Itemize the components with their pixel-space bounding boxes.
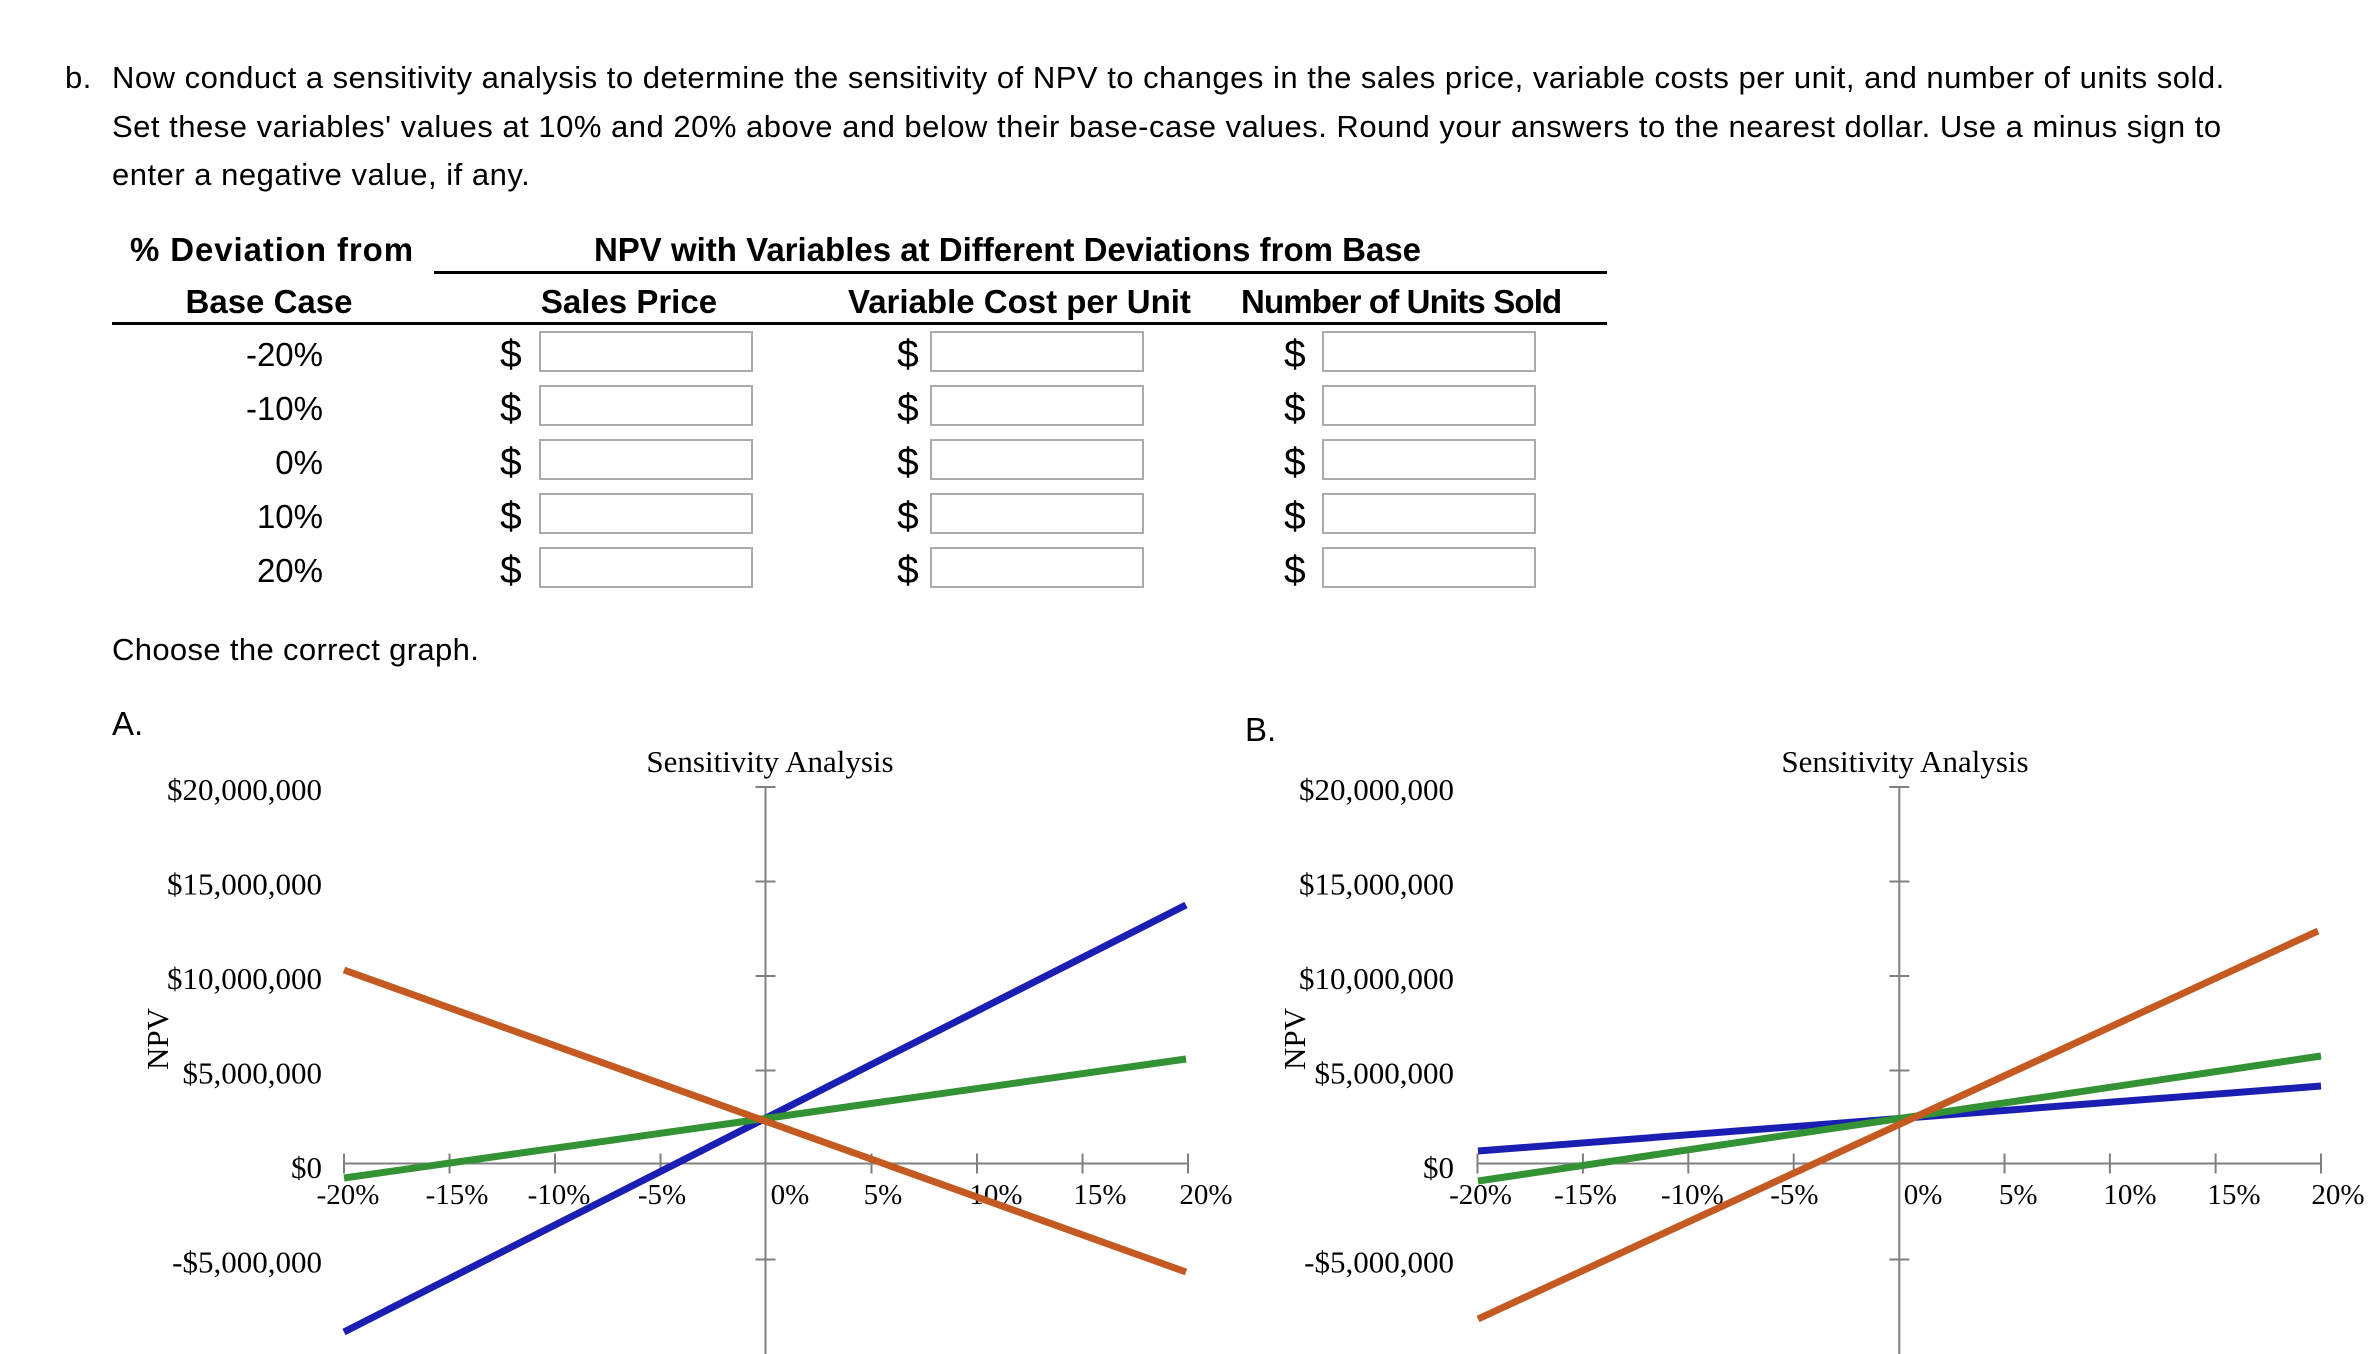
svg-text:-20%: -20%: [317, 1179, 380, 1211]
svg-text:20%: 20%: [1179, 1179, 1232, 1211]
svg-text:$5,000,000: $5,000,000: [183, 1056, 323, 1091]
svg-text:10%: 10%: [2103, 1179, 2156, 1211]
svg-text:$20,000,000: $20,000,000: [1299, 772, 1454, 807]
svg-text:20%: 20%: [2311, 1179, 2364, 1211]
svg-text:Sensitivity Analysis: Sensitivity Analysis: [1781, 744, 2028, 779]
svg-text:$15,000,000: $15,000,000: [1299, 867, 1454, 902]
svg-text:$5,000,000: $5,000,000: [1315, 1056, 1455, 1091]
svg-text:-5%: -5%: [1770, 1179, 1818, 1211]
svg-text:5%: 5%: [1999, 1179, 2038, 1211]
svg-text:$10,000,000: $10,000,000: [1299, 961, 1454, 996]
svg-text:$0: $0: [1423, 1150, 1454, 1185]
svg-text:15%: 15%: [2207, 1179, 2260, 1211]
svg-text:NPV: NPV: [140, 1007, 175, 1070]
svg-text:$20,000,000: $20,000,000: [167, 772, 322, 807]
svg-text:-$5,000,000: -$5,000,000: [172, 1245, 322, 1280]
svg-text:$10,000,000: $10,000,000: [167, 961, 322, 996]
svg-text:-15%: -15%: [426, 1179, 489, 1211]
svg-text:-15%: -15%: [1554, 1179, 1617, 1211]
svg-text:-10%: -10%: [528, 1179, 591, 1211]
svg-text:$15,000,000: $15,000,000: [167, 867, 322, 902]
svg-text:Sensitivity Analysis: Sensitivity Analysis: [646, 744, 893, 779]
svg-text:5%: 5%: [864, 1179, 903, 1211]
svg-text:0%: 0%: [771, 1179, 810, 1211]
svg-text:-$5,000,000: -$5,000,000: [1304, 1245, 1454, 1280]
svg-text:-5%: -5%: [638, 1179, 686, 1211]
svg-text:NPV: NPV: [1277, 1007, 1312, 1070]
svg-text:-10%: -10%: [1661, 1179, 1724, 1211]
svg-text:-20%: -20%: [1449, 1179, 1512, 1211]
svg-text:$0: $0: [291, 1150, 322, 1185]
svg-text:0%: 0%: [1904, 1179, 1943, 1211]
svg-text:15%: 15%: [1073, 1179, 1126, 1211]
